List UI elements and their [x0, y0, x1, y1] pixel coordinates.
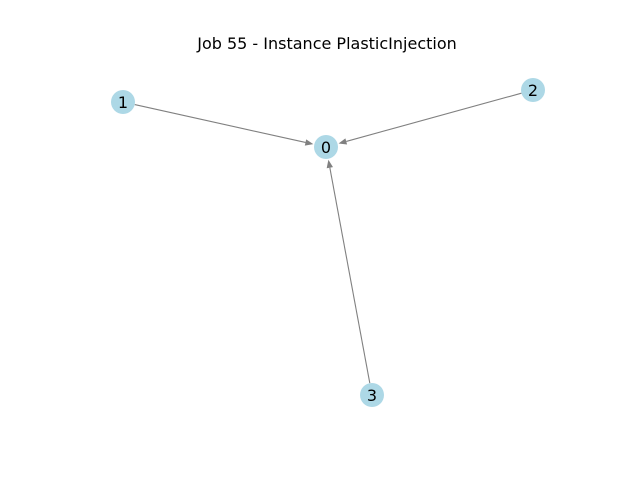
node-circle [111, 90, 135, 114]
edge-line [329, 167, 371, 384]
node-2: 2 [521, 78, 545, 102]
edge-n1-n0 [134, 104, 314, 146]
arrowhead-icon [304, 139, 314, 146]
edge-n3-n0 [326, 159, 371, 384]
graph-title: Job 55 - Instance PlasticInjection [196, 34, 457, 53]
node-3: 3 [360, 383, 384, 407]
node-label: 2 [528, 81, 538, 100]
arrowhead-icon [326, 159, 333, 169]
nodes-layer: 0 1 2 3 [111, 78, 545, 407]
node-label: 1 [118, 93, 128, 112]
arrowhead-icon [338, 138, 348, 145]
edge-line [134, 104, 306, 143]
edge-n2-n0 [338, 92, 522, 145]
node-circle [314, 135, 338, 159]
node-circle [521, 78, 545, 102]
edge-line [346, 92, 522, 142]
node-label: 3 [367, 386, 377, 405]
node-1: 1 [111, 90, 135, 114]
node-0: 0 [314, 135, 338, 159]
node-label: 0 [321, 138, 331, 157]
edges-layer [134, 92, 522, 384]
node-circle [360, 383, 384, 407]
